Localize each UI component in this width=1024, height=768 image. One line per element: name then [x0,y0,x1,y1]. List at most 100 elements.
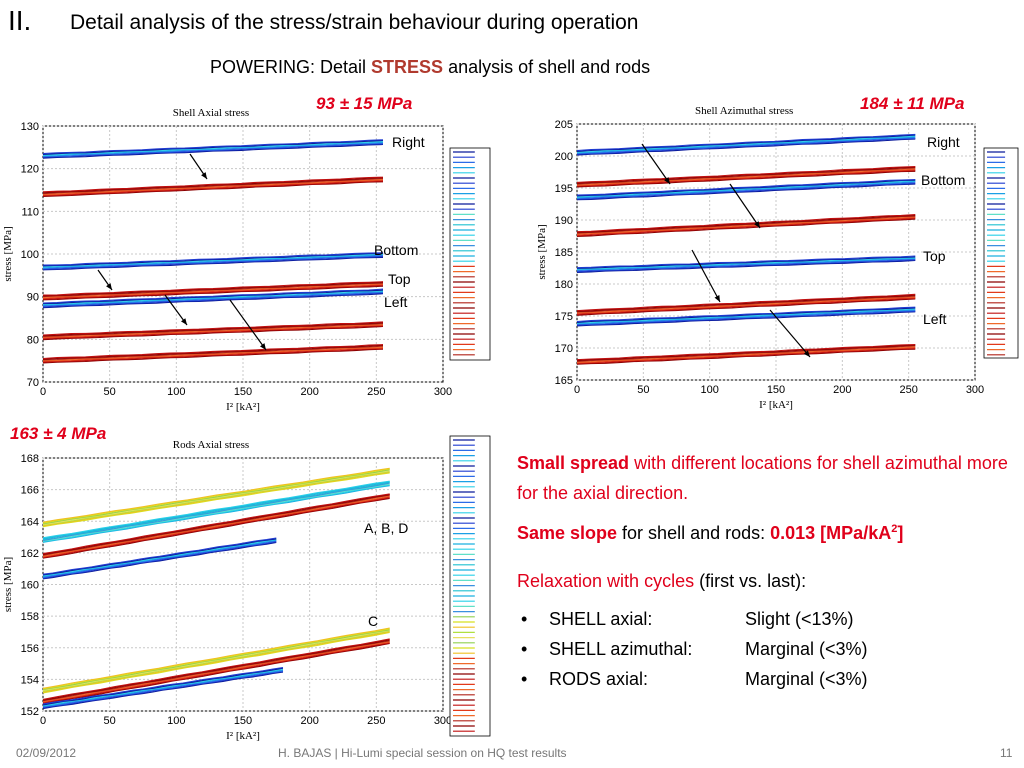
y-tick-label: 162 [21,548,39,560]
shell-azimuthal-value-label: 184 ± 11 MPa [860,94,965,113]
series-line [42,324,384,339]
finding-spread: Small spread with different locations fo… [517,448,1017,508]
series-line [576,216,916,236]
series-annotation: C [368,613,378,629]
series-line [42,325,384,341]
series-group [576,133,916,365]
series-line [42,540,277,579]
series-line [42,496,390,558]
series-line [42,180,384,197]
series-line [576,297,916,314]
series-line [42,630,390,692]
series-line [42,141,384,157]
x-tick-label: 0 [40,386,46,398]
relaxation-list: SHELL axial: Slight (<13%) SHELL azimutha… [517,604,1017,694]
series-line [576,178,916,196]
series-line [42,483,390,542]
series-line [42,281,384,296]
y-tick-label: 120 [21,164,39,176]
rods-axial-chart: Rods Axial stress 0 50 100 150 200 250 300 152 15… [2,435,491,742]
series-line [42,539,277,577]
footer-date: 02/09/2012 [16,746,77,760]
series-line [576,293,916,312]
series-line [42,541,277,579]
series-line [42,482,390,541]
series-line [576,217,916,237]
series-line [42,666,284,705]
y-tick-label: 205 [555,119,573,131]
y-tick-label: 190 [555,215,573,227]
series-line [42,253,384,268]
y-tick-label: 158 [21,611,39,623]
y-axis-label: stress [MPa] [536,224,548,279]
arrow-head [106,283,112,290]
x-tick-label: 100 [167,386,185,398]
y-tick-label: 185 [555,247,573,259]
chart-title: Rods Axial stress [173,439,249,451]
x-axis-label: I² [kA²] [226,401,260,413]
series-line [42,631,390,694]
shell-axial-value-label: 93 ± 15 MPa [316,94,413,113]
x-tick-label: 300 [966,384,984,396]
y-tick-label: 200 [555,151,573,163]
series-line [576,214,916,233]
series-line [576,347,916,364]
list-item: SHELL azimuthal: Marginal (<3%) [517,634,1017,664]
chart-title: Shell Azimuthal stress [695,105,793,117]
series-line [42,177,384,195]
y-tick-label: 110 [21,206,39,218]
series-line [576,179,916,197]
x-tick-label: 50 [104,386,116,398]
series-line [42,640,390,702]
bullet-value: Slight (<13%) [745,609,854,629]
series-line [42,322,384,337]
finding-relaxation: Relaxation with cycles (first vs. last): [517,566,1017,596]
series-line [576,309,916,325]
x-tick-label: 50 [104,715,116,727]
arrow-head [803,350,810,357]
subtitle-emphasis: STRESS [371,57,444,77]
y-tick-label: 130 [21,121,39,133]
series-annotation: A, B, D [364,520,408,536]
series-line [576,183,916,201]
series-line [42,252,384,267]
series-line [42,481,390,541]
series-line [576,344,916,362]
series-line [576,137,916,154]
series-line [42,344,384,360]
series-line [42,283,384,299]
series-line [42,642,390,704]
series-line [576,170,916,188]
series-line [576,134,916,153]
y-tick-label: 180 [555,279,573,291]
series-annotation: Bottom [921,172,965,188]
arrow-head [201,172,207,179]
series-line [576,298,916,316]
x-tick-label: 200 [833,384,851,396]
series-line [42,256,384,271]
series-line [42,628,390,690]
x-tick-label: 300 [434,715,452,727]
series-line [42,494,390,555]
y-tick-label: 195 [555,183,573,195]
list-item: SHELL axial: Slight (<13%) [517,604,1017,634]
y-tick-label: 168 [21,453,39,465]
series-line [42,669,284,707]
finding-slope-text: for shell and rods: [617,523,771,543]
bullet-value: Marginal (<3%) [745,669,868,689]
list-item: RODS axial: Marginal (<3%) [517,664,1017,694]
series-line [42,143,384,158]
y-tick-label: 165 [555,375,573,387]
y-tick-label: 164 [21,516,39,528]
series-line [42,291,384,306]
finding-spread-text: with different locations for shell azimu… [517,453,1008,503]
page-number: 11 [1000,746,1013,760]
slide-title: Detail analysis of the stress/strain beh… [70,11,639,34]
series-line [576,310,916,326]
x-tick-label: 50 [637,384,649,396]
x-tick-label: 150 [234,386,252,398]
arrow-line [769,309,811,358]
series-line [576,308,916,324]
series-line [42,638,390,700]
series-line [42,470,390,525]
